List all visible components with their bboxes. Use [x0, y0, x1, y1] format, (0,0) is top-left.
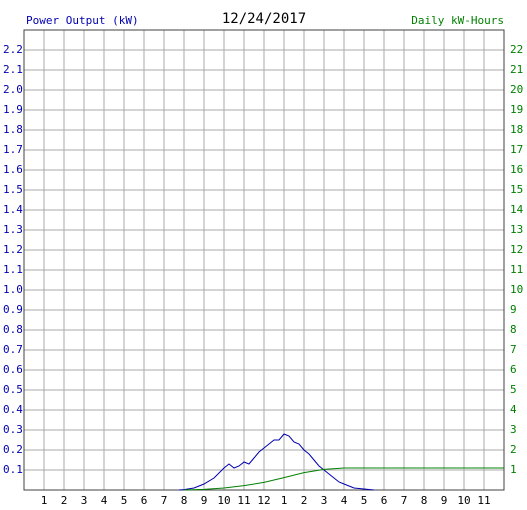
y-tick-label: 0.9 [3, 303, 23, 316]
y-tick-label: 2.1 [3, 63, 23, 76]
x-tick-label: 5 [361, 494, 368, 507]
x-tick-label: 7 [401, 494, 408, 507]
x-tick-label: 8 [181, 494, 188, 507]
x-tick-label: 1 [41, 494, 48, 507]
y-tick-label: 1.6 [3, 163, 23, 176]
y-tick-label: 0.4 [3, 403, 23, 416]
y2-axis-label: Daily kW-Hours [411, 14, 504, 27]
x-tick-label: 12 [257, 494, 270, 507]
y2-tick-label: 5 [510, 383, 517, 396]
y2-tick-label: 8 [510, 323, 517, 336]
y-tick-label: 1.1 [3, 263, 23, 276]
x-tick-label: 2 [61, 494, 68, 507]
y-axis-label: Power Output (kW) [26, 14, 139, 27]
y2-tick-label: 3 [510, 423, 517, 436]
y2-tick-label: 12 [510, 243, 523, 256]
y-tick-label: 0.3 [3, 423, 23, 436]
x-tick-label: 3 [81, 494, 88, 507]
y2-tick-label: 14 [510, 203, 524, 216]
x-tick-label: 11 [237, 494, 250, 507]
y-tick-label: 2.0 [3, 83, 23, 96]
x-tick-label: 5 [121, 494, 128, 507]
y-tick-label: 1.0 [3, 283, 23, 296]
y2-tick-label: 16 [510, 163, 523, 176]
y-tick-label: 1.3 [3, 223, 23, 236]
y-tick-label: 1.5 [3, 183, 23, 196]
x-tick-label: 9 [441, 494, 448, 507]
y2-tick-label: 4 [510, 403, 517, 416]
y-tick-label: 0.5 [3, 383, 23, 396]
x-tick-label: 6 [381, 494, 388, 507]
y2-tick-label: 18 [510, 123, 523, 136]
y2-tick-label: 9 [510, 303, 517, 316]
x-tick-label: 3 [321, 494, 328, 507]
x-tick-label: 4 [101, 494, 108, 507]
y2-tick-label: 10 [510, 283, 523, 296]
x-tick-label: 9 [201, 494, 208, 507]
y-tick-label: 2.2 [3, 43, 23, 56]
y-tick-label: 1.9 [3, 103, 23, 116]
x-tick-label: 6 [141, 494, 148, 507]
y2-tick-label: 20 [510, 83, 523, 96]
y-tick-label: 1.4 [3, 203, 23, 216]
y2-tick-label: 13 [510, 223, 523, 236]
data-line [183, 467, 504, 491]
y2-tick-label: 22 [510, 43, 523, 56]
y2-tick-label: 17 [510, 143, 523, 156]
x-tick-label: 8 [421, 494, 428, 507]
x-tick-label: 10 [457, 494, 470, 507]
x-tick-label: 10 [217, 494, 230, 507]
chart-title: 12/24/2017 [222, 11, 306, 27]
y-tick-label: 0.2 [3, 443, 23, 456]
y2-tick-label: 7 [510, 343, 517, 356]
x-tick-label: 1 [281, 494, 288, 507]
x-tick-label: 11 [477, 494, 490, 507]
x-tick-label: 7 [161, 494, 168, 507]
y2-tick-label: 19 [510, 103, 523, 116]
y-tick-label: 0.1 [3, 463, 23, 476]
y-tick-label: 0.6 [3, 363, 23, 376]
y-tick-label: 0.7 [3, 343, 23, 356]
y-tick-label: 1.8 [3, 123, 23, 136]
y2-tick-label: 11 [510, 263, 523, 276]
y2-tick-label: 6 [510, 363, 517, 376]
y2-tick-label: 2 [510, 443, 517, 456]
y2-tick-label: 1 [510, 463, 517, 476]
data-line [178, 433, 375, 491]
plot-border [23, 29, 505, 491]
y-tick-label: 0.8 [3, 323, 23, 336]
y2-tick-label: 21 [510, 63, 523, 76]
x-tick-label: 2 [301, 494, 308, 507]
y2-tick-label: 15 [510, 183, 523, 196]
x-tick-label: 4 [341, 494, 348, 507]
y-tick-label: 1.7 [3, 143, 23, 156]
y-tick-label: 1.2 [3, 243, 23, 256]
